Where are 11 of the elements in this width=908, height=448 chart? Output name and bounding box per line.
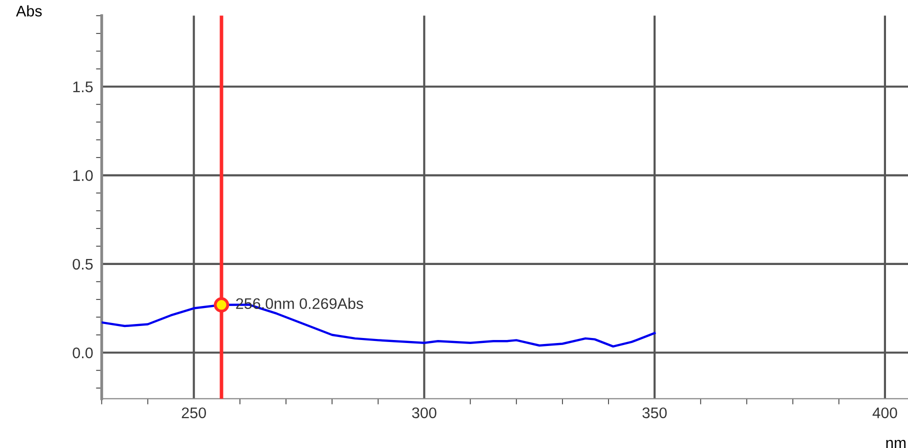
- x-tick-label: 300: [412, 407, 436, 418]
- x-tick-label: 350: [642, 407, 667, 418]
- y-tick-label: 0.0: [72, 347, 93, 358]
- y-axis-title: Abs: [16, 5, 42, 16]
- y-tick-label: 1.0: [73, 170, 93, 181]
- x-tick-label: 400: [872, 407, 898, 418]
- x-axis-title: nm: [886, 440, 906, 448]
- y-tick-label: 1.5: [73, 82, 93, 92]
- annotation: 256.0nm 0.269Abs: [236, 298, 364, 310]
- x-tick-label: 250: [182, 407, 206, 418]
- y-tick-label: 0.5: [72, 258, 93, 270]
